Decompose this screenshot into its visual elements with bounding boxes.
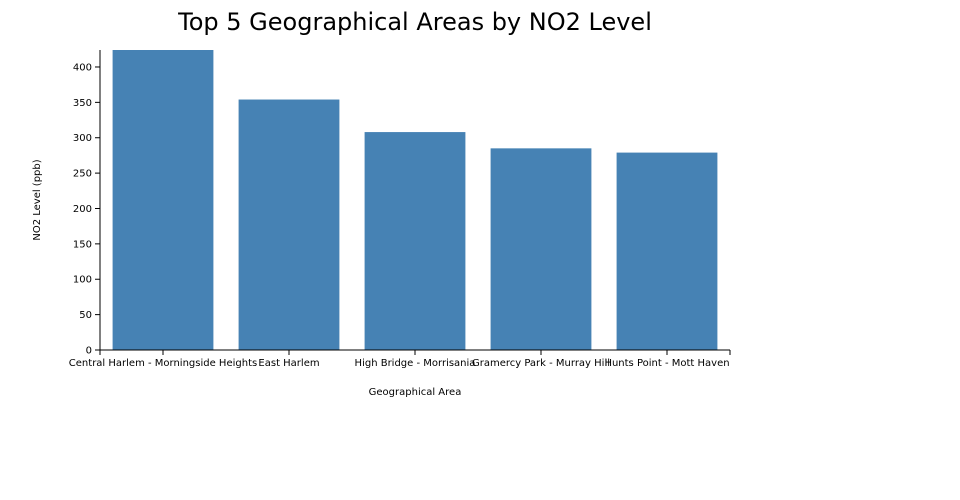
- y-tick-label: 150: [73, 239, 92, 250]
- bar: [238, 99, 340, 350]
- y-tick-label: 50: [79, 310, 92, 321]
- y-tick-label: 250: [73, 169, 92, 180]
- bar: [616, 152, 718, 350]
- chart-title: Top 5 Geographical Areas by NO2 Level: [177, 8, 652, 36]
- x-tick-label: Central Harlem - Morningside Heights: [69, 358, 257, 369]
- y-tick-label: 350: [73, 98, 92, 109]
- bar: [364, 132, 466, 350]
- y-tick-label: 400: [73, 62, 92, 73]
- y-tick-label: 100: [73, 275, 92, 286]
- x-axis: Central Harlem - Morningside Heights East…: [69, 350, 731, 369]
- y-axis-title: NO2 Level (ppb): [32, 159, 43, 240]
- bars-group: [112, 50, 718, 350]
- y-tick-label: 200: [73, 204, 92, 215]
- x-axis-title: Geographical Area: [369, 387, 462, 398]
- x-tick-label: Gramercy Park - Murray Hill: [472, 358, 610, 369]
- y-tick-label: 0: [86, 346, 92, 357]
- y-axis: 0 50 100 150 200 250 300 350 400: [73, 62, 100, 357]
- y-tick-label: 300: [73, 133, 92, 144]
- x-tick-label: East Harlem: [258, 358, 319, 369]
- bar: [490, 148, 592, 350]
- x-tick-label: High Bridge - Morrisania: [355, 358, 476, 369]
- bar: [112, 50, 214, 350]
- x-tick-label: Hunts Point - Mott Haven: [604, 358, 729, 369]
